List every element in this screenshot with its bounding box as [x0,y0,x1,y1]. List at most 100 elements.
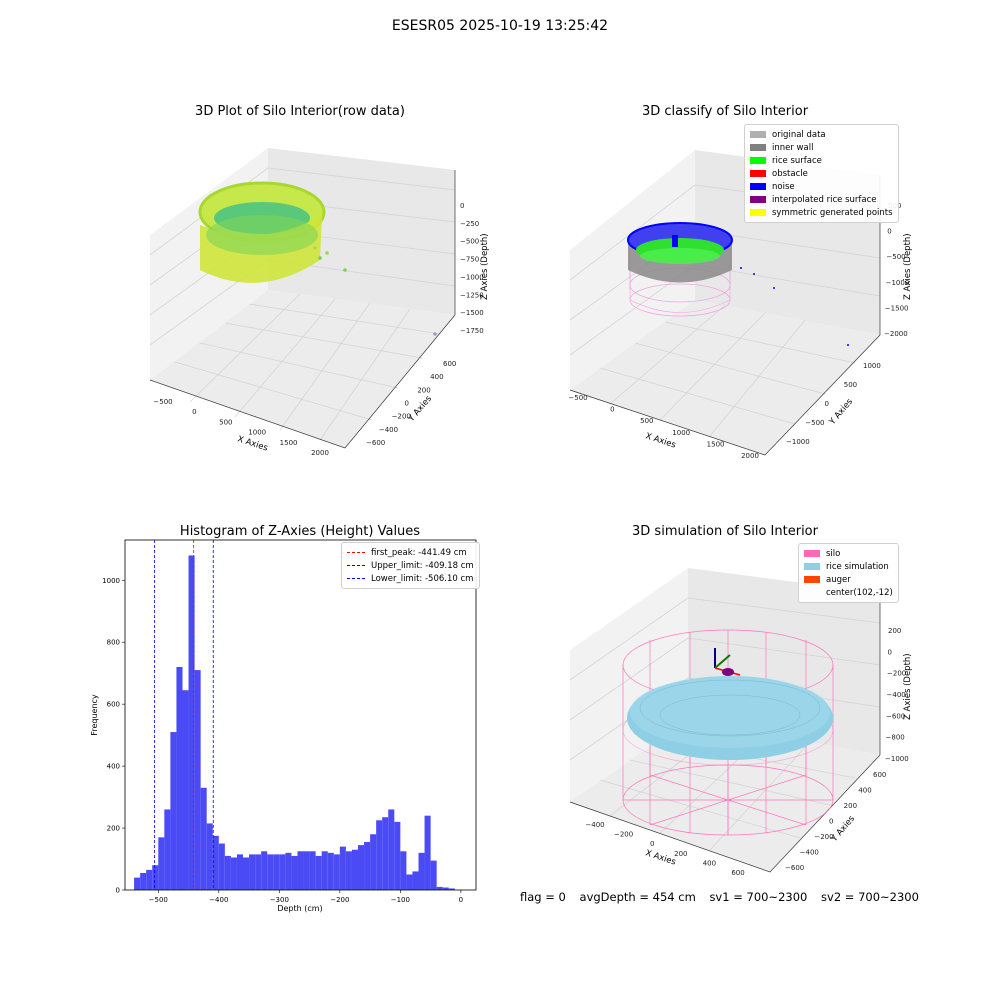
histogram-bar [303,851,310,890]
legend-entry: Upper_limit: -409.18 cm [347,559,474,572]
histogram-bar [249,854,256,890]
legend-entry: auger [804,573,893,586]
legend-entry: inner wall [750,141,893,154]
histogram-bar [200,787,207,890]
panel4-y-tick-label: −400 [800,849,819,857]
panel4-rice-surface [627,676,833,760]
histogram-bar [406,874,413,890]
sv2-status: sv2 = 700~2300 [821,890,919,904]
legend-swatch [347,552,365,553]
legend-swatch [804,589,820,596]
panel3-x-tick-label: −300 [270,896,289,904]
panel2-title: 3D classify of Silo Interior [641,104,809,119]
histogram-bar [164,809,171,890]
legend-swatch [750,183,766,190]
legend-entry: symmetric generated points [750,206,893,219]
histogram-bar [267,854,274,890]
histogram-bar [285,852,292,890]
legend-entry: Lower_limit: -506.10 cm [347,572,474,585]
panel4-y-tick-label: −600 [785,864,804,872]
panel3-y-tick-label: 600 [107,701,120,709]
histogram-bar [297,851,304,890]
legend-label: silo [826,548,841,559]
panel4-z-axis-label: Z Axies (Depth) [903,653,913,720]
legend-label: Lower_limit: -506.10 cm [371,573,474,584]
legend-swatch [804,550,820,557]
histogram-bar [412,871,419,890]
panel2-z-tick-label: −500 [886,253,905,261]
avg-depth-status: avgDepth = 454 cm [579,890,696,904]
panel2-y-tick-label: −500 [805,419,824,427]
panel3-y-tick-label: 0 [116,887,120,895]
panel1-point-cloud [198,181,437,336]
histogram-bar [152,865,159,890]
panel3-y-axis-label: Frequency [90,694,99,736]
histogram-bar [382,817,389,890]
panel4-x-tick-label: 0 [650,840,654,848]
histogram-bar [134,877,141,890]
panel3-legend: first_peak: -441.49 cm Upper_limit: -409.… [341,542,480,589]
histogram-bar [218,843,225,890]
histogram-bar [255,854,262,890]
histogram-bar [261,851,268,890]
panel2-legend: original data inner wall rice surface obsta… [744,124,899,223]
panel4-z-tick-label: −200 [887,670,906,678]
panel4-y-tick-label: −200 [814,833,833,841]
panel2-x-tick-label: 1000 [672,429,690,437]
panel1-z-tick-label: −1250 [460,291,484,299]
legend-label: noise [772,181,795,192]
histogram-bar [321,851,328,890]
legend-entry: silo [804,547,893,560]
panel1-z-tick-label: −250 [460,220,479,228]
histogram-bar [333,854,340,890]
panel1-x-tick-label: 1500 [280,439,298,447]
panel2-z-tick-label: −1500 [885,304,909,312]
histogram-bar [315,855,322,890]
legend-label: symmetric generated points [772,207,893,218]
legend-entry: first_peak: -441.49 cm [347,546,474,559]
panel2-z-tick-label: −2000 [884,330,908,338]
legend-swatch [750,170,766,177]
histogram-bar [351,849,358,890]
panel1-title: 3D Plot of Silo Interior(row data) [195,104,405,119]
panel3-x-tick-label: −100 [391,896,410,904]
legend-swatch [750,131,766,138]
panel2-y-tick-label: 500 [844,381,857,389]
panel2-x-tick-label: −500 [568,394,587,402]
panel1-y-tick-label: −200 [392,413,411,421]
panel1-z-tick-label: −1000 [460,273,484,281]
legend-swatch [804,563,820,570]
panel2-y-tick-label: 1000 [863,362,881,370]
panel1-z-axis-label: Z Axies (Depth) [480,233,490,300]
histogram-bar [224,855,231,890]
legend-label: original data [772,129,826,140]
histogram-bar [291,855,298,890]
panel2-x-tick-label: 1500 [707,440,725,448]
panel2-point-cloud [627,222,849,346]
histogram-bar [430,860,437,890]
histogram-bar [176,666,183,890]
histogram-bar [182,690,189,890]
legend-label: center(102,-12) [826,587,893,598]
panel4-x-tick-label: 400 [703,859,716,867]
legend-entry: noise [750,180,893,193]
panel4-z-tick-label: 0 [888,648,892,656]
panel1-y-tick-label: 400 [430,373,443,381]
legend-swatch [347,578,365,579]
histogram-bar [448,888,455,890]
panel1-z-tick-label: −750 [460,256,479,264]
panel3-x-tick-label: 0 [459,896,463,904]
panel1-y-tick-label: 200 [417,386,430,394]
panel2-y-tick-label: 0 [825,400,829,408]
legend-entry: center(102,-12) [804,586,893,599]
panel4-y-tick-label: 0 [829,818,833,826]
panel4-y-tick-label: 400 [858,787,871,795]
flag-status: flag = 0 [520,890,566,904]
panel3-x-axis-label: Depth (cm) [277,904,322,913]
legend-swatch [750,209,766,216]
legend-entry: original data [750,128,893,141]
panel4-legend: silo rice simulation auger center(102,-12) [798,543,899,603]
